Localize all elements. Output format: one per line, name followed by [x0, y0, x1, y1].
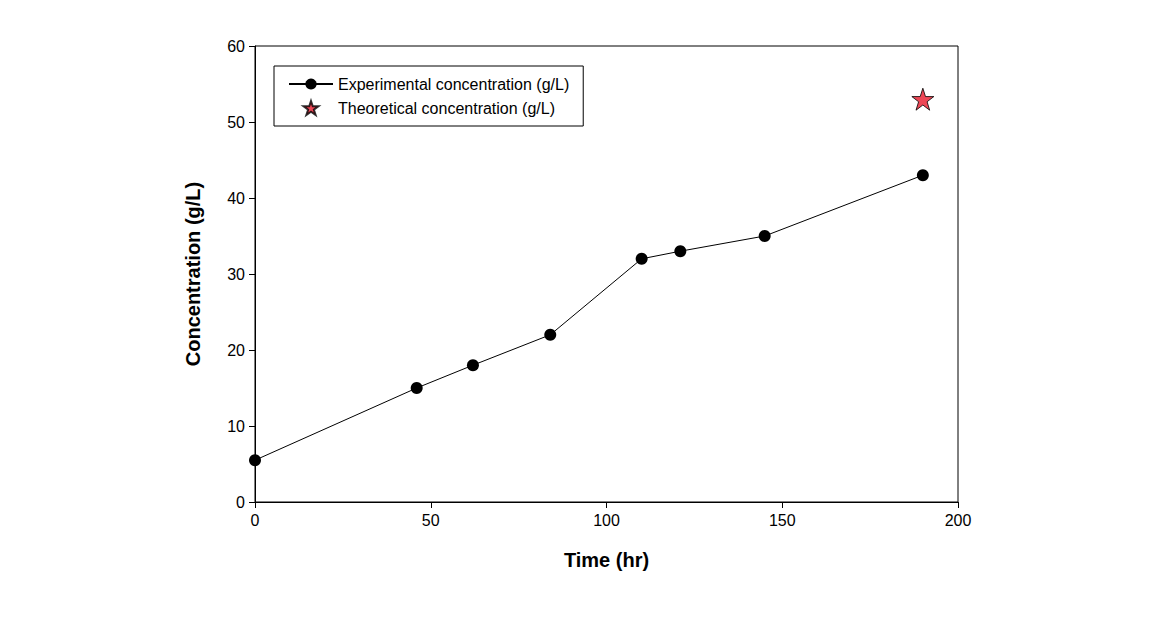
svg-text:Theoretical concentration (g/L: Theoretical concentration (g/L) — [338, 100, 555, 117]
svg-text:0: 0 — [236, 494, 245, 511]
svg-text:100: 100 — [593, 512, 620, 529]
svg-text:Time (hr): Time (hr) — [564, 549, 649, 571]
svg-text:50: 50 — [422, 512, 440, 529]
svg-text:Concentration (g/L): Concentration (g/L) — [182, 182, 204, 366]
svg-text:200: 200 — [945, 512, 972, 529]
svg-text:40: 40 — [227, 190, 245, 207]
svg-text:50: 50 — [227, 114, 245, 131]
svg-text:60: 60 — [227, 38, 245, 55]
svg-text:30: 30 — [227, 266, 245, 283]
svg-text:20: 20 — [227, 342, 245, 359]
svg-text:0: 0 — [251, 512, 260, 529]
svg-text:10: 10 — [227, 418, 245, 435]
svg-text:Experimental concentration (g/: Experimental concentration (g/L) — [338, 76, 569, 93]
svg-text:150: 150 — [769, 512, 796, 529]
